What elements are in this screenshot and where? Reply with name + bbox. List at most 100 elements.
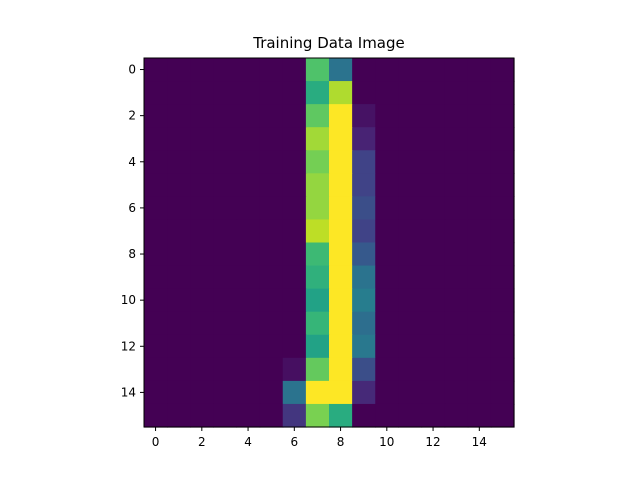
heatmap-cell <box>282 150 307 174</box>
heatmap-cell <box>236 311 261 336</box>
heatmap-cell <box>305 380 330 405</box>
heatmap-cell <box>352 380 376 405</box>
heatmap-cell <box>421 265 446 290</box>
heatmap-cell <box>167 334 191 359</box>
heatmap-cell <box>236 58 261 82</box>
heatmap-cell <box>144 173 168 197</box>
heatmap-cell <box>444 81 469 105</box>
heatmap-cell <box>490 127 515 151</box>
heatmap-cell <box>398 242 423 267</box>
heatmap-cell <box>490 380 515 405</box>
heatmap-cell <box>305 150 330 174</box>
heatmap-cell <box>352 104 376 128</box>
heatmap-cell <box>398 219 423 244</box>
heatmap-cell <box>375 196 399 221</box>
heatmap-cell <box>398 196 423 221</box>
heatmap-cell <box>236 242 261 267</box>
heatmap-cell <box>236 81 261 105</box>
heatmap-cell <box>467 58 492 82</box>
heatmap-cell <box>421 219 446 244</box>
heatmap-cell <box>444 288 469 313</box>
heatmap-cell <box>467 242 492 267</box>
heatmap-cell <box>259 196 284 221</box>
heatmap-cell <box>421 104 446 128</box>
heatmap-cell <box>167 311 191 336</box>
heatmap-cell <box>259 104 284 128</box>
heatmap-cell <box>190 403 214 428</box>
heatmap-cell <box>398 311 423 336</box>
heatmap-cell <box>467 127 492 151</box>
heatmap-cell <box>421 288 446 313</box>
heatmap-cell <box>421 403 446 428</box>
heatmap-cell <box>167 104 191 128</box>
heatmap-cell <box>190 334 214 359</box>
heatmap-cell <box>398 357 423 382</box>
heatmap-cell <box>190 265 214 290</box>
x-tick-label: 14 <box>472 435 487 449</box>
x-axis: 0 2 4 6 8 10 12 14 <box>152 427 487 449</box>
heatmap-cell <box>398 104 423 128</box>
heatmap-cell <box>167 357 191 382</box>
heatmap-cell <box>282 58 307 82</box>
heatmap-cell <box>467 288 492 313</box>
heatmap-cell <box>167 380 191 405</box>
heatmap-cell <box>398 150 423 174</box>
heatmap-cell <box>259 242 284 267</box>
chart-title: Training Data Image <box>253 34 405 52</box>
heatmap-cell <box>375 403 399 428</box>
heatmap-cell <box>375 311 399 336</box>
heatmap-cell <box>282 127 307 151</box>
heatmap-cell <box>329 104 353 128</box>
x-tick-label: 0 <box>152 435 160 449</box>
heatmap-cell <box>352 288 376 313</box>
heatmap-cell <box>444 265 469 290</box>
heatmap-cell <box>144 403 168 428</box>
heatmap-cell <box>444 357 469 382</box>
heatmap-cell <box>236 219 261 244</box>
heatmap-cell <box>305 173 330 197</box>
heatmap-cells <box>144 58 515 428</box>
heatmap-cell <box>329 334 353 359</box>
heatmap-cell <box>352 242 376 267</box>
heatmap-cell <box>421 58 446 82</box>
heatmap-cell <box>467 173 492 197</box>
heatmap-cell <box>375 127 399 151</box>
y-tick-label: 0 <box>128 63 136 77</box>
heatmap-cell <box>282 196 307 221</box>
heatmap-cell <box>236 357 261 382</box>
y-tick-label: 4 <box>128 155 136 169</box>
heatmap-cell <box>282 265 307 290</box>
y-axis: 0 2 4 6 8 10 12 14 <box>121 63 144 399</box>
y-tick-label: 12 <box>121 339 136 353</box>
heatmap-cell <box>213 81 238 105</box>
heatmap-cell <box>421 357 446 382</box>
y-tick-label: 10 <box>121 293 136 307</box>
heatmap-cell <box>167 196 191 221</box>
heatmap-cell <box>352 150 376 174</box>
heatmap-cell <box>305 334 330 359</box>
heatmap-cell <box>398 173 423 197</box>
heatmap-cell <box>282 357 307 382</box>
heatmap-cell <box>421 311 446 336</box>
heatmap-cell <box>190 311 214 336</box>
heatmap-cell <box>144 219 168 244</box>
heatmap-cell <box>144 196 168 221</box>
heatmap-cell <box>259 127 284 151</box>
heatmap-cell <box>490 334 515 359</box>
heatmap-cell <box>305 196 330 221</box>
heatmap-cell <box>236 173 261 197</box>
heatmap-cell <box>467 219 492 244</box>
heatmap-cell <box>190 196 214 221</box>
x-tick-label: 12 <box>425 435 440 449</box>
heatmap-cell <box>444 242 469 267</box>
heatmap-cell <box>190 380 214 405</box>
heatmap-cell <box>421 380 446 405</box>
heatmap-cell <box>213 357 238 382</box>
heatmap-cell <box>444 150 469 174</box>
heatmap-cell <box>398 380 423 405</box>
heatmap-cell <box>167 150 191 174</box>
heatmap-cell <box>375 81 399 105</box>
heatmap-cell <box>329 242 353 267</box>
